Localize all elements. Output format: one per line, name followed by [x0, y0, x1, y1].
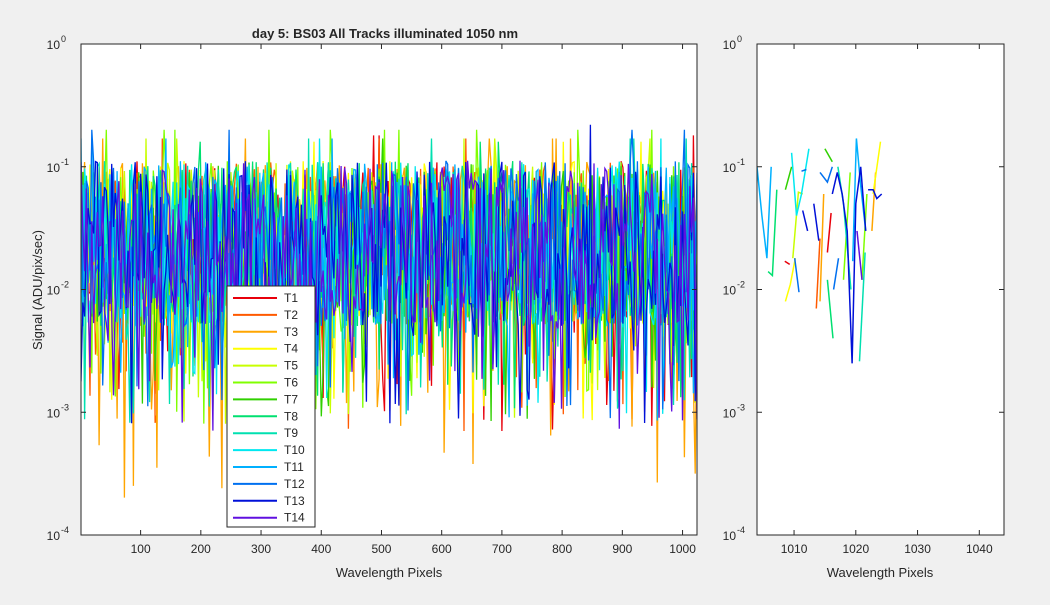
legend-label-t12: T12 [284, 477, 305, 491]
zoom-segment-t13 [801, 210, 809, 232]
main-ytick-exponent: -1 [61, 157, 69, 167]
legend-label-t6: T6 [284, 376, 298, 390]
series-trace-t14 [81, 160, 697, 431]
zoom-segment-t9 [858, 252, 866, 362]
zoom-segment-t12 [793, 258, 800, 293]
zoom-segment-t12 [819, 166, 834, 184]
zoom-segment-t4 [784, 258, 797, 302]
zoom-ytick-exponent: -2 [737, 280, 745, 290]
zoom-ytick-exponent: 0 [737, 34, 742, 44]
zoom-segment-t2 [815, 238, 821, 309]
main-ytick-label: 10 [47, 529, 61, 543]
zoom-x-ticks: 1010 1020 1030 1040 [781, 44, 993, 556]
legend-label-t10: T10 [284, 443, 305, 457]
zoom-ytick-exponent: -1 [737, 157, 745, 167]
zoom-ytick-exponent: -3 [737, 402, 745, 412]
legend-label-t8: T8 [284, 409, 298, 423]
main-ytick-exponent: -3 [61, 402, 69, 412]
legend-label-t7: T7 [284, 392, 298, 406]
zoom-ytick-label: 10 [723, 406, 737, 420]
zoom-segment-t11 [757, 166, 772, 259]
main-xtick-label: 800 [552, 542, 572, 556]
main-xtick-label: 900 [612, 542, 632, 556]
legend-label-t1: T1 [284, 291, 298, 305]
main-ytick-label: 10 [47, 38, 61, 52]
zoom-segment-t12 [801, 168, 807, 172]
zoom-xtick-label: 1020 [842, 542, 869, 556]
main-traces [81, 124, 697, 498]
main-xtick-label: 100 [131, 542, 151, 556]
zoom-xtick-label: 1040 [966, 542, 993, 556]
zoom-segment-t4 [872, 141, 882, 195]
main-xtick-label: 600 [432, 542, 452, 556]
main-xtick-label: 500 [371, 542, 391, 556]
zoom-segment-t13 [868, 188, 883, 200]
zoom-segment-t1 [784, 260, 791, 266]
main-ytick-exponent: -4 [61, 525, 69, 535]
main-xtick-label: 200 [191, 542, 211, 556]
zoom-segment-t6 [861, 193, 868, 280]
zoom-xtick-label: 1030 [904, 542, 931, 556]
legend-label-t4: T4 [284, 342, 298, 356]
zoom-segment-t14 [856, 230, 863, 280]
zoom-traces [757, 138, 883, 364]
legend-label-t11: T11 [284, 460, 304, 474]
zoom-ytick-label: 10 [723, 161, 737, 175]
zoom-ytick-label: 10 [723, 284, 737, 298]
zoom-segment-t1 [826, 212, 832, 253]
legend-label-t3: T3 [284, 325, 298, 339]
zoom-segment-t13 [813, 203, 820, 241]
chart-title: day 5: BS03 All Tracks illuminated 1050 … [252, 26, 518, 41]
zoom-xtick-label: 1010 [781, 542, 808, 556]
zoom-plot-area [757, 44, 1004, 535]
zoom-segment-t8 [767, 189, 778, 278]
zoom-segment-t10 [790, 148, 810, 216]
legend-label-t9: T9 [284, 426, 298, 440]
legend-label-t5: T5 [284, 359, 298, 373]
zoom-segment-t13 [831, 166, 867, 364]
main-ytick-label: 10 [47, 284, 61, 298]
main-xtick-label: 400 [311, 542, 331, 556]
zoom-segment-t7 [824, 148, 833, 163]
legend-box [226, 285, 316, 528]
main-xtick-label: 700 [492, 542, 512, 556]
zoom-segment-t8 [826, 279, 834, 339]
zoom-ytick-label: 10 [723, 38, 737, 52]
zoom-x-axis-label: Wavelength Pixels [827, 565, 934, 580]
zoom-ytick-label: 10 [723, 529, 737, 543]
legend: T1 T2 T3 T4 T5 T6 T7 T8 T9 T10 T11 T12 T13 T14 [226, 285, 316, 528]
main-xtick-label: 1000 [669, 542, 696, 556]
zoom-segment-t3 [819, 193, 825, 302]
zoom-segment-t12 [832, 258, 840, 290]
legend-label-t2: T2 [284, 308, 298, 322]
main-x-axis-label: Wavelength Pixels [336, 565, 443, 580]
main-y-axis-label: Signal (ADU/pix/sec) [30, 230, 45, 350]
main-ytick-exponent: 0 [61, 34, 66, 44]
main-xtick-label: 300 [251, 542, 271, 556]
zoom-ytick-exponent: -4 [737, 525, 745, 535]
main-ytick-label: 10 [47, 406, 61, 420]
main-x-ticks: 100 200 300 400 500 600 700 800 900 1000 [131, 44, 696, 556]
main-ytick-exponent: -2 [61, 280, 69, 290]
zoom-segment-t7 [784, 166, 793, 190]
main-ytick-label: 10 [47, 161, 61, 175]
legend-label-t14: T14 [284, 511, 305, 525]
legend-label-t13: T13 [284, 494, 305, 508]
